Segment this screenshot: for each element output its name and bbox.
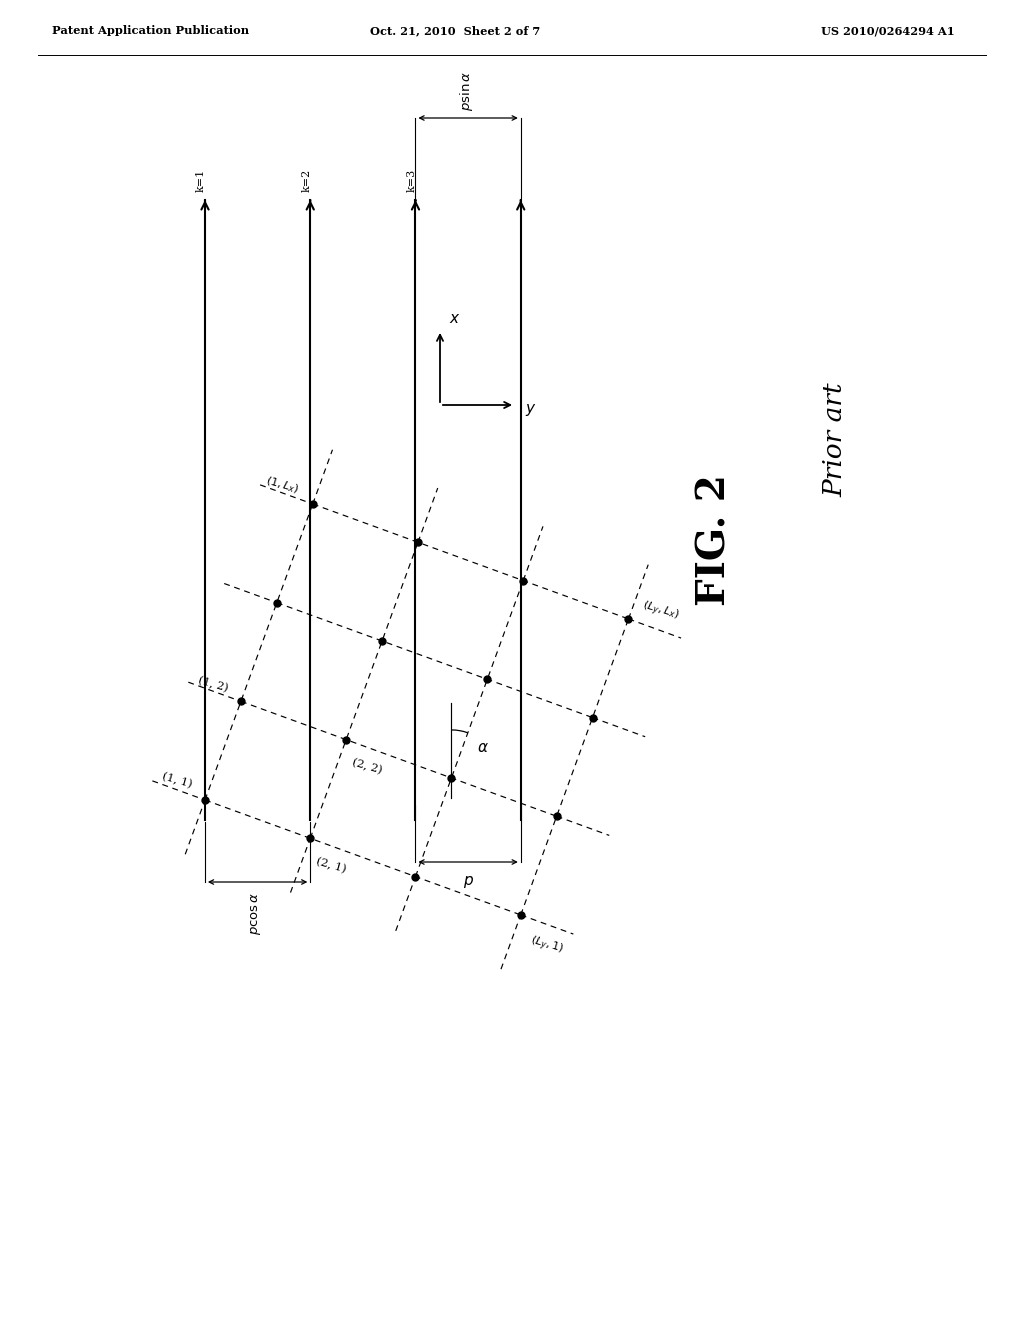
Text: $p\cos\alpha$: $p\cos\alpha$: [249, 892, 262, 936]
Text: k=3: k=3: [407, 169, 417, 191]
Text: (1, 2): (1, 2): [197, 675, 229, 693]
Text: Prior art: Prior art: [822, 383, 848, 498]
Text: $x$: $x$: [449, 312, 461, 326]
Text: FIG. 2: FIG. 2: [696, 474, 734, 606]
Text: $y$: $y$: [525, 403, 537, 418]
Text: $p$: $p$: [463, 874, 474, 890]
Text: Patent Application Publication: Patent Application Publication: [52, 25, 249, 36]
Text: $(L_y, L_x)$: $(L_y, L_x)$: [640, 598, 682, 624]
Text: $\alpha$: $\alpha$: [477, 741, 489, 755]
Text: k=2: k=2: [301, 169, 311, 191]
Text: US 2010/0264294 A1: US 2010/0264294 A1: [821, 25, 955, 36]
Text: k=1: k=1: [196, 169, 206, 191]
Text: (2, 1): (2, 1): [315, 857, 348, 875]
Text: $(1, L_x)$: $(1, L_x)$: [264, 474, 301, 496]
Text: $p\sin\alpha$: $p\sin\alpha$: [458, 71, 474, 111]
Text: Oct. 21, 2010  Sheet 2 of 7: Oct. 21, 2010 Sheet 2 of 7: [370, 25, 540, 36]
Text: (1, 1): (1, 1): [161, 772, 193, 789]
Text: (2, 2): (2, 2): [351, 758, 384, 776]
Text: $(L_y, 1)$: $(L_y, 1)$: [527, 933, 565, 958]
